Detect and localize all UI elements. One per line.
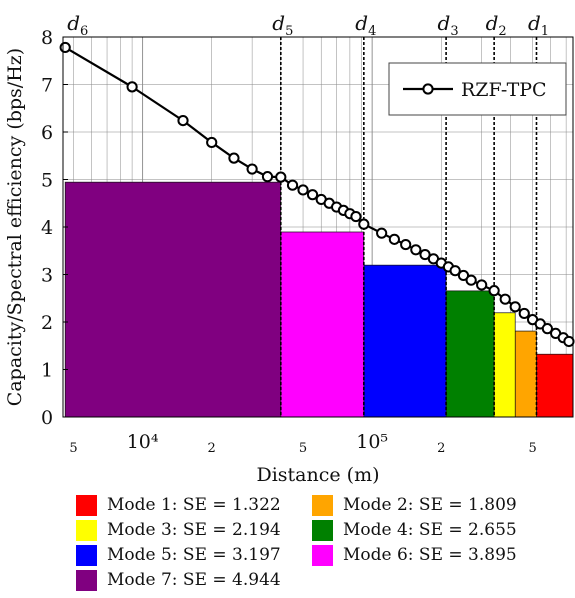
mode-bar-5 — [363, 264, 447, 418]
y-tick-label: 4 — [41, 217, 53, 239]
mode-bar-6 — [280, 231, 365, 418]
x-tick-label: 5 — [528, 441, 536, 456]
series-point — [286, 179, 299, 191]
series-point — [400, 238, 412, 251]
mode-legend: Mode 1: SE = 1.322 Mode 2: SE = 1.809 Mode… — [76, 494, 556, 591]
x-tick-label: 2 — [437, 441, 445, 456]
series-point — [246, 163, 258, 175]
plot-legend-label: RZF-TPC — [461, 79, 547, 101]
series-point — [261, 171, 274, 183]
series-point — [465, 274, 477, 286]
mode-bar-4 — [445, 290, 495, 418]
series-point — [126, 81, 138, 93]
series-point — [449, 265, 461, 277]
legend-label: Mode 6: SE = 3.895 — [343, 545, 517, 565]
legend-item-mode-7: Mode 7: SE = 4.944 — [76, 569, 312, 591]
series-point — [541, 323, 553, 335]
legend-label: Mode 5: SE = 3.197 — [107, 545, 281, 565]
series-point — [499, 293, 511, 305]
series-point — [563, 335, 575, 348]
series-point — [509, 301, 521, 313]
series-point — [228, 152, 240, 164]
threshold-label-d4: d4 — [355, 11, 376, 39]
legend-swatch — [76, 544, 97, 566]
threshold-label-d5: d5 — [272, 11, 293, 39]
series-point — [297, 184, 309, 196]
y-tick-label: 3 — [41, 265, 53, 287]
y-tick-label: 0 — [41, 407, 53, 429]
legend-swatch — [76, 494, 97, 516]
series-point — [476, 279, 488, 291]
y-tick-label: 7 — [41, 75, 53, 97]
legend-label: Mode 3: SE = 2.194 — [107, 520, 281, 540]
series-line-rzf-tpc — [64, 46, 570, 343]
x-axis-label: Distance (m) — [256, 464, 379, 486]
legend-label: Mode 2: SE = 1.809 — [343, 495, 517, 515]
legend-item-mode-2: Mode 2: SE = 1.809 — [312, 494, 548, 516]
plot-legend-marker — [422, 83, 434, 95]
legend-swatch — [312, 544, 333, 566]
threshold-label-d2: d2 — [486, 11, 507, 39]
series-point — [177, 115, 189, 127]
y-tick-label: 6 — [41, 122, 53, 144]
y-axis-label: Capacity/Spectral efficiency (bps/Hz) — [4, 48, 26, 406]
series-point — [457, 269, 470, 282]
threshold-label-d1: d1 — [528, 11, 549, 39]
mode-bar-7 — [64, 181, 282, 418]
legend-swatch — [76, 519, 97, 541]
legend-swatch — [76, 569, 97, 591]
x-tick-label: 2 — [208, 441, 216, 456]
x-tick-label: 5 — [299, 441, 307, 456]
series-point — [488, 285, 500, 297]
threshold-label-d3: d3 — [438, 11, 459, 39]
y-tick-label: 2 — [41, 312, 53, 334]
series-point — [376, 227, 388, 239]
x-tick-label: 10⁵ — [356, 431, 388, 453]
legend-label: Mode 4: SE = 2.655 — [343, 520, 517, 540]
legend-swatch — [312, 494, 333, 516]
series-point — [388, 233, 400, 245]
legend-item-mode-4: Mode 4: SE = 2.655 — [312, 519, 548, 541]
legend-item-mode-1: Mode 1: SE = 1.322 — [76, 494, 312, 516]
x-tick-label: 10⁴ — [127, 431, 159, 453]
y-tick-label: 8 — [41, 27, 53, 49]
x-tick-label: 5 — [69, 441, 77, 456]
legend-item-mode-5: Mode 5: SE = 3.197 — [76, 544, 312, 566]
legend-swatch — [312, 519, 333, 541]
series-point — [306, 189, 319, 201]
series-point — [419, 248, 431, 261]
series-point — [275, 171, 287, 183]
legend-label: Mode 1: SE = 1.322 — [107, 495, 281, 515]
legend-item-mode-6: Mode 6: SE = 3.895 — [312, 544, 548, 566]
series-point — [358, 218, 370, 230]
mode-bar-1 — [536, 353, 574, 418]
mode-bar-3 — [493, 312, 516, 418]
series-point — [410, 244, 422, 256]
series-point — [350, 210, 362, 223]
legend-item-mode-3: Mode 3: SE = 2.194 — [76, 519, 312, 541]
threshold-label-d6: d6 — [67, 11, 88, 39]
y-tick-label: 1 — [41, 360, 53, 382]
mode-bar-2 — [514, 330, 537, 418]
series-point — [518, 307, 530, 320]
series-point — [206, 136, 218, 149]
legend-label: Mode 7: SE = 4.944 — [107, 570, 281, 590]
y-tick-label: 5 — [41, 170, 53, 192]
series-point — [59, 41, 71, 54]
